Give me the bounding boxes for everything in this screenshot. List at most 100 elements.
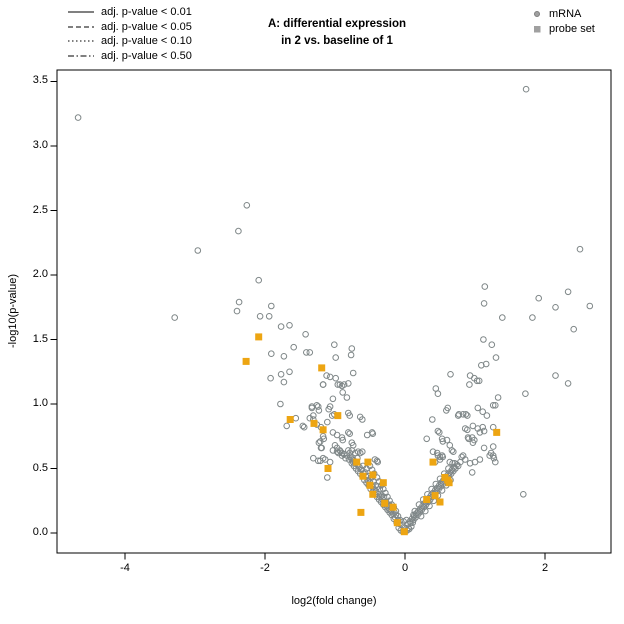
- dash-dot-line-icon: [68, 55, 94, 57]
- mrna-point: [345, 456, 353, 463]
- mrna-point: [473, 377, 481, 385]
- mrna-point: [346, 412, 354, 419]
- mrna-point: [522, 390, 529, 398]
- axis-tick-marks: [50, 81, 546, 560]
- probe-set-point: [353, 458, 361, 466]
- mrna-point: [277, 371, 285, 378]
- mrna-point: [464, 412, 471, 419]
- mrna-point: [331, 442, 339, 449]
- mrna-point: [306, 414, 314, 422]
- mrna-point: [476, 429, 484, 436]
- probe-set-point: [493, 428, 501, 436]
- mrna-point: [469, 439, 477, 447]
- mrna-point: [369, 430, 377, 438]
- legend-label: adj. p-value < 0.50: [101, 49, 192, 62]
- dashed-line-icon: [68, 26, 94, 28]
- mrna-point: [349, 369, 357, 377]
- mrna-point: [465, 435, 473, 443]
- mrna-point: [474, 404, 482, 412]
- mrna-points-layer: [74, 85, 594, 536]
- mrna-point: [347, 351, 355, 359]
- mrna-point: [233, 307, 241, 315]
- square-marker-icon: [534, 26, 541, 33]
- mrna-point: [303, 349, 310, 356]
- mrna-point: [334, 381, 342, 388]
- probe-set-point: [393, 519, 401, 527]
- y-tick-2.0: 2.0: [32, 268, 48, 280]
- mrna-point: [409, 519, 417, 527]
- y-tick-1.5: 1.5: [32, 333, 48, 345]
- mrna-point: [256, 313, 264, 320]
- mrna-point: [429, 448, 437, 456]
- probe-set-point: [431, 492, 439, 500]
- mrna-point: [576, 245, 584, 253]
- mrna-point: [436, 456, 444, 463]
- y-tick-0.0: 0.0: [32, 526, 48, 538]
- y-axis-label: -log10(p-value): [7, 274, 19, 348]
- mrna-point: [280, 378, 288, 386]
- probe-set-point: [369, 471, 377, 479]
- mrna-point: [489, 443, 497, 450]
- mrna-point: [564, 380, 572, 387]
- x-tick-neg2: -2: [260, 562, 270, 574]
- mrna-point: [283, 422, 291, 430]
- mrna-point: [310, 454, 317, 462]
- mrna-point: [570, 325, 578, 333]
- mrna-point: [317, 444, 325, 452]
- mrna-point: [469, 422, 477, 430]
- mrna-point: [492, 458, 499, 466]
- legend-label: adj. p-value < 0.10: [101, 35, 192, 48]
- mrna-point: [300, 423, 308, 431]
- mrna-point: [480, 300, 488, 307]
- y-tick-0.5: 0.5: [32, 462, 48, 474]
- mrna-point: [290, 343, 298, 351]
- y-tick-3.0: 3.0: [32, 139, 48, 151]
- mrna-point: [450, 448, 457, 456]
- mrna-point: [280, 353, 288, 360]
- mrna-point: [292, 414, 300, 422]
- probe-set-point: [429, 458, 437, 466]
- mrna-point: [459, 452, 467, 459]
- mrna-point: [324, 418, 331, 426]
- mrna-point: [448, 447, 456, 454]
- mrna-point: [444, 404, 452, 412]
- mrna-point: [338, 434, 346, 441]
- mrna-point: [520, 491, 527, 498]
- probe-set-point: [319, 426, 327, 434]
- mrna-point: [332, 354, 340, 361]
- legend-label: probe set: [549, 23, 595, 36]
- mrna-point: [320, 435, 328, 443]
- y-tick-1.0: 1.0: [32, 397, 48, 409]
- legend-row-p050: adj. p-value < 0.50: [68, 49, 192, 64]
- legend-label: mRNA: [549, 7, 582, 20]
- mrna-point: [466, 381, 473, 388]
- mrna-point: [326, 373, 334, 381]
- mrna-point: [480, 336, 487, 343]
- mrna-point: [319, 454, 327, 462]
- probe-set-point: [359, 472, 367, 480]
- legend-row-p005: adj. p-value < 0.05: [68, 20, 192, 35]
- mrna-point: [480, 444, 488, 452]
- mrna-point: [306, 349, 314, 356]
- probe-set-points-layer: [242, 333, 501, 536]
- mrna-point: [494, 394, 502, 401]
- mrna-point: [479, 423, 487, 431]
- mrna-point: [438, 487, 446, 494]
- mrna-point: [268, 302, 275, 310]
- probe-set-point: [445, 479, 453, 487]
- mrna-point: [552, 372, 559, 379]
- mrna-point: [265, 313, 273, 320]
- mrna-point: [492, 402, 499, 409]
- mrna-point: [336, 381, 344, 388]
- probe-set-point: [366, 481, 374, 489]
- mrna-point: [314, 403, 322, 410]
- mrna-point: [329, 395, 337, 403]
- legend-row-mrna: mRNA: [532, 6, 595, 22]
- circle-marker-icon: [534, 10, 540, 17]
- mrna-point: [268, 350, 275, 358]
- mrna-point: [374, 458, 382, 466]
- mrna-point: [434, 427, 442, 435]
- mrna-point: [255, 276, 263, 284]
- probe-set-point: [324, 465, 332, 472]
